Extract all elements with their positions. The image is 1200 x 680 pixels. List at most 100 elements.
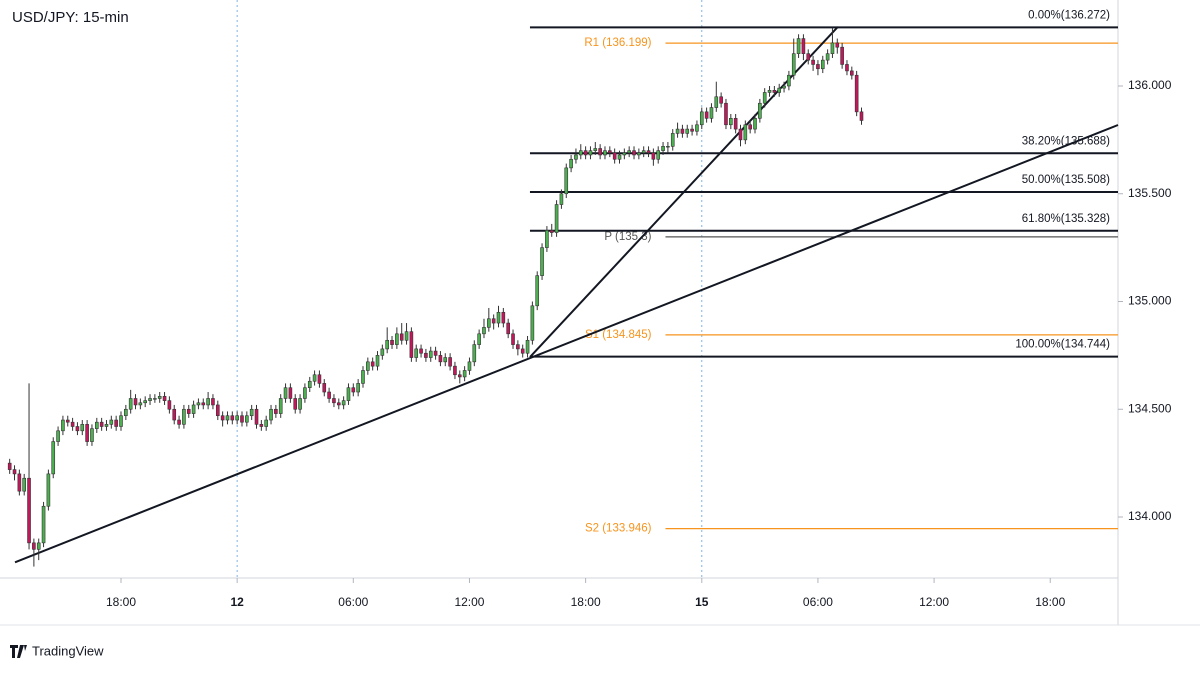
candle-body: [75, 426, 80, 432]
candle-body: [656, 150, 661, 160]
candle-body: [167, 400, 172, 410]
candle-body: [206, 398, 210, 406]
candle-body: [56, 430, 60, 442]
candle-body: [283, 387, 288, 399]
candle-body: [622, 152, 627, 156]
x-tick-label: 18:00: [1035, 595, 1065, 609]
candle-body: [109, 419, 114, 425]
candle-body: [303, 387, 307, 399]
candle-body: [627, 150, 631, 154]
candle-body: [554, 204, 559, 233]
candle-body: [128, 398, 133, 410]
candle-body: [564, 167, 569, 195]
candle-body: [603, 150, 607, 156]
candle-body: [220, 415, 225, 421]
candle-body: [191, 404, 196, 414]
candle-body: [530, 305, 535, 341]
candle-body: [399, 333, 404, 341]
candle-body: [336, 402, 341, 406]
candle-body: [670, 133, 675, 147]
candle-body: [307, 380, 312, 389]
candle-body: [375, 355, 380, 367]
candle-body: [12, 469, 17, 475]
candle-body: [835, 42, 840, 48]
candle-body: [395, 333, 399, 345]
candle-body: [738, 128, 743, 141]
pivot-label: P (135.3): [604, 231, 651, 243]
candle-body: [453, 365, 457, 376]
candle-body: [177, 419, 181, 425]
candle-body: [298, 398, 302, 410]
candle-body: [758, 102, 762, 119]
candle-body: [70, 421, 75, 427]
candle-body: [482, 327, 486, 335]
x-tick-label: 12:00: [919, 595, 949, 609]
fib-label: 100.00%(134.744): [1015, 339, 1110, 351]
fib-label: 61.80%(135.328): [1022, 213, 1110, 225]
candle-body: [825, 53, 830, 61]
candle-body: [332, 398, 336, 404]
candle-body: [850, 70, 854, 76]
candle-body: [419, 348, 423, 354]
candle-body: [578, 150, 583, 156]
candle-body: [390, 339, 394, 345]
candle-body: [409, 331, 414, 358]
candle-body: [278, 398, 283, 414]
candle-body: [646, 150, 651, 154]
candle-body: [840, 46, 844, 65]
candle-body: [51, 441, 56, 475]
candle-body: [85, 424, 89, 442]
candle-body: [351, 387, 356, 393]
candle-body: [491, 318, 496, 324]
candle-body: [312, 374, 317, 382]
candle-body: [366, 361, 370, 371]
candle-body: [153, 398, 157, 400]
candle-body: [748, 124, 752, 130]
candle-body: [225, 415, 230, 421]
candle-body: [675, 128, 680, 134]
candle-body: [269, 408, 273, 421]
candle-body: [90, 428, 94, 442]
candle-body: [559, 193, 564, 205]
candle-body: [593, 148, 598, 151]
candle-body: [506, 322, 510, 335]
candle-body: [249, 408, 254, 417]
candle-body: [637, 152, 641, 156]
candle-body: [264, 419, 268, 427]
candle-body: [162, 396, 167, 401]
candle-body: [632, 150, 636, 156]
y-tick-label: 134.500: [1128, 401, 1172, 415]
candle-body: [525, 339, 530, 354]
trend-line: [529, 26, 839, 358]
candle-body: [487, 318, 491, 328]
candle-body: [777, 87, 782, 93]
candle-body: [274, 408, 278, 414]
pivot-label: R1 (136.199): [584, 37, 651, 49]
candle-body: [133, 398, 138, 406]
fib-label: 38.20%(135.688): [1022, 135, 1110, 147]
candle-body: [457, 374, 462, 378]
candle-body: [854, 74, 859, 113]
y-tick-label: 134.000: [1128, 509, 1172, 523]
candle-body: [719, 96, 723, 104]
candle-body: [477, 333, 481, 345]
candle-body: [443, 357, 448, 363]
candle-body: [743, 124, 748, 141]
candle-body: [859, 111, 864, 121]
candle-body: [811, 59, 815, 65]
candle-body: [182, 408, 186, 425]
candle-body: [240, 415, 244, 423]
candle-body: [119, 415, 123, 427]
chart-title: USD/JPY: 15-min: [12, 9, 129, 26]
candle-body: [501, 311, 506, 324]
candle-body: [816, 64, 820, 70]
candle-body: [574, 154, 578, 160]
candle-body: [346, 387, 351, 401]
candle-body: [782, 85, 786, 89]
candle-body: [583, 150, 588, 156]
candle-body: [322, 383, 327, 393]
candle-body: [661, 146, 665, 151]
candle-body: [288, 387, 293, 399]
candle-body: [424, 352, 428, 358]
